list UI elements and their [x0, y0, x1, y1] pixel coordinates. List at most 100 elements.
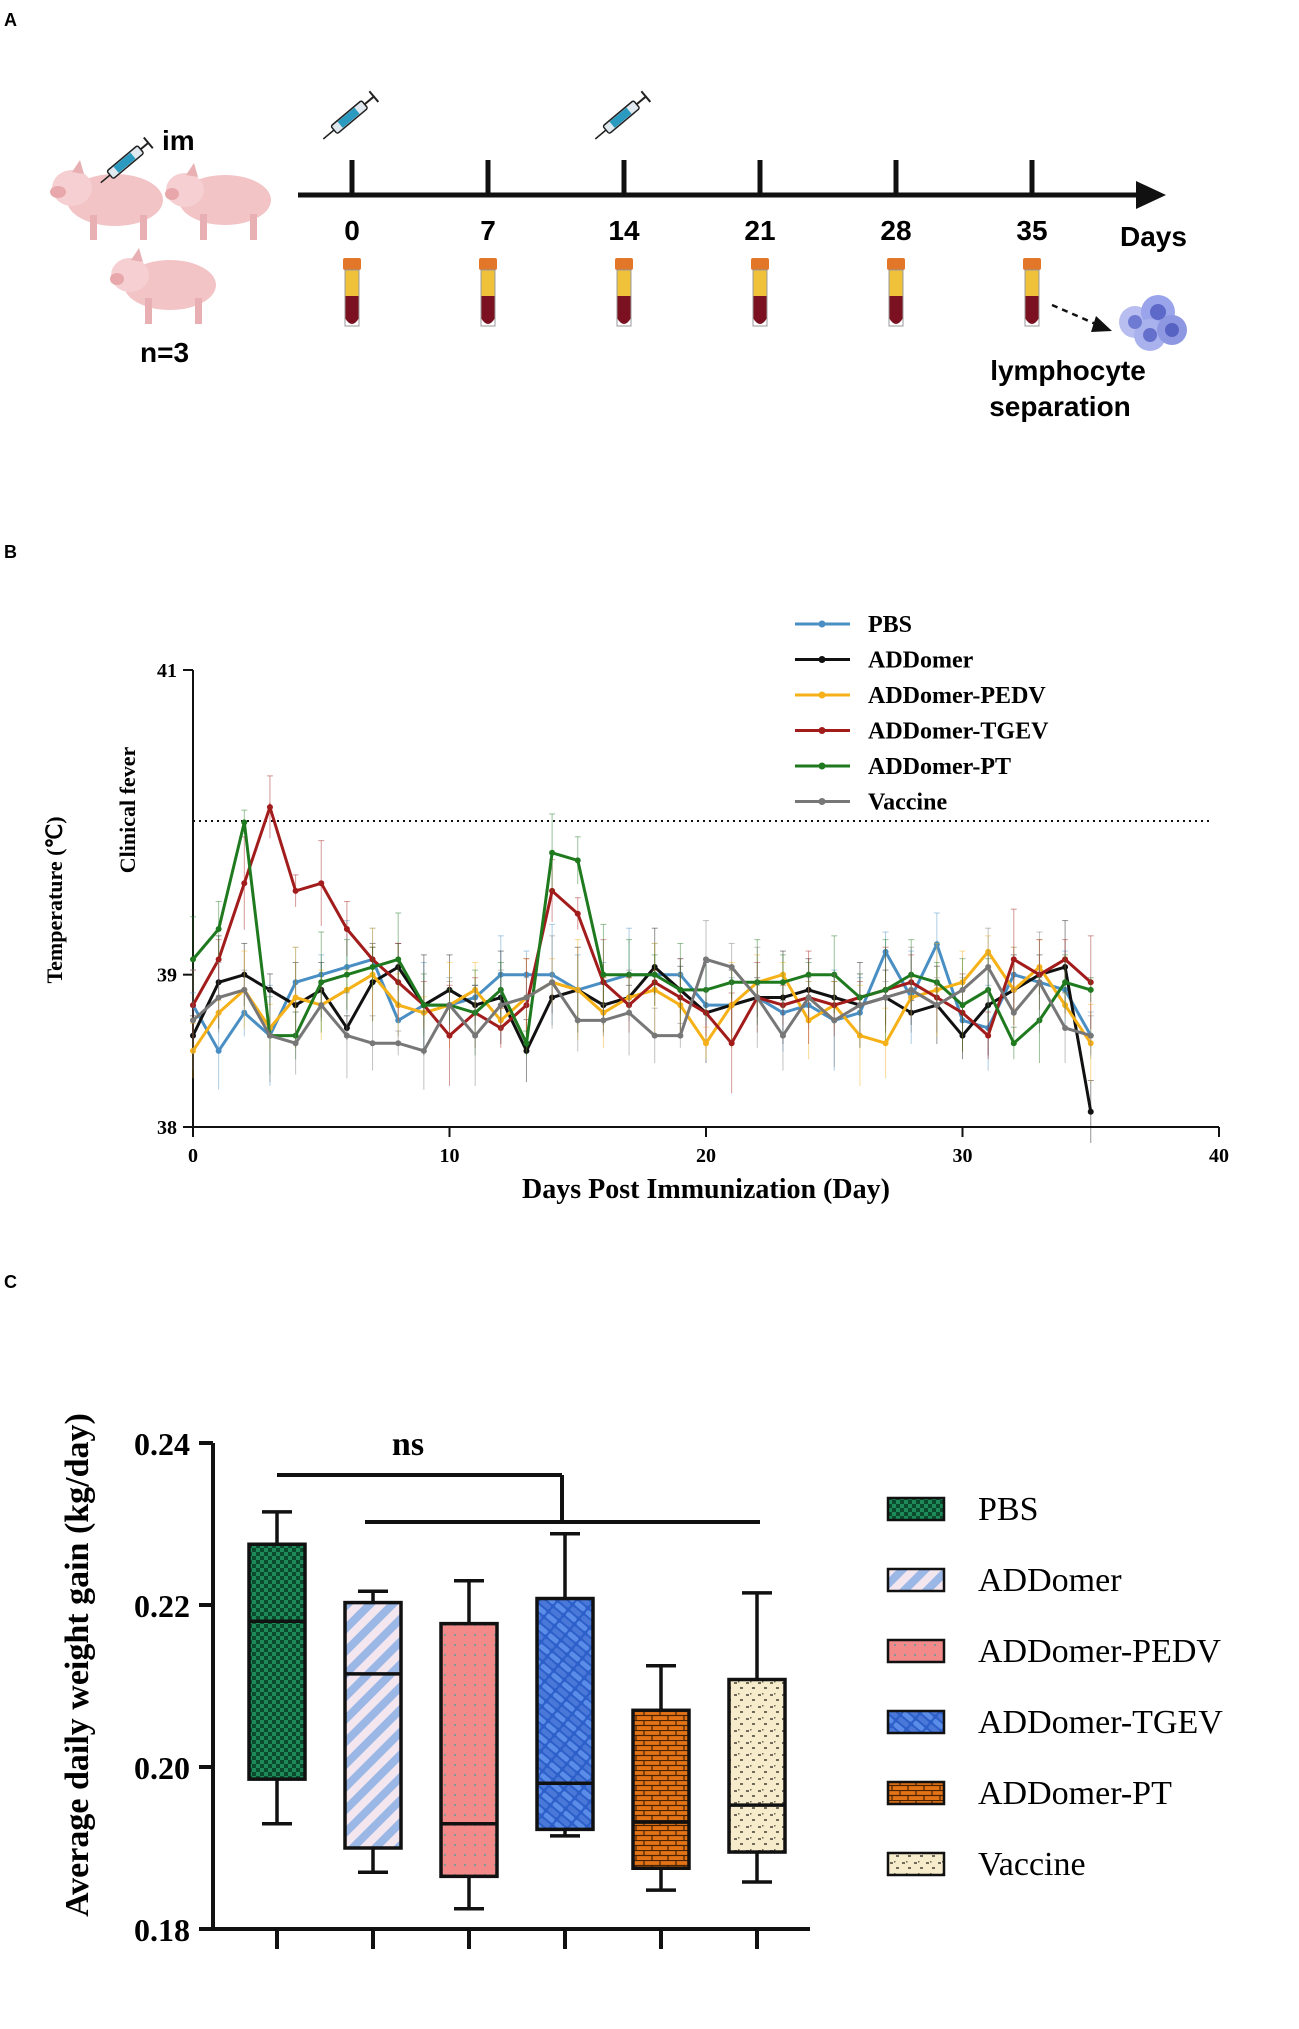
data-point — [856, 1032, 863, 1039]
series-line — [191, 821, 1092, 1049]
data-point — [215, 1009, 222, 1016]
temperature-series — [190, 775, 1094, 1143]
data-point — [215, 956, 222, 963]
box-addomer-pt — [631, 1664, 691, 1949]
data-point — [959, 1002, 966, 1009]
data-point — [1010, 986, 1017, 993]
route-label: im — [162, 125, 195, 156]
series-line — [192, 957, 1092, 1053]
syringe-icon — [322, 90, 380, 140]
data-point — [369, 1040, 376, 1047]
panel-label-a: A — [4, 10, 17, 30]
data-point — [985, 1002, 992, 1009]
timeline-day-label: 7 — [480, 215, 496, 246]
x-tick-label: 30 — [953, 1145, 973, 1167]
data-point — [241, 971, 248, 978]
data-point — [395, 1002, 402, 1009]
legend-marker — [818, 727, 826, 734]
data-point — [1087, 986, 1094, 993]
data-point — [343, 1024, 350, 1031]
series-vaccine — [190, 920, 1094, 1090]
timeline-day-label: 14 — [608, 215, 640, 246]
weight-gain-chart: Average daily weight gain (kg/day) 0.180… — [59, 1413, 1223, 1949]
legend-label: ADDomer-PEDV — [868, 683, 1046, 709]
data-point — [600, 1009, 607, 1016]
data-point — [574, 857, 581, 864]
legend-marker — [818, 762, 826, 770]
data-point — [779, 1009, 786, 1016]
pig-icon — [165, 163, 271, 240]
legend-label: Vaccine — [868, 790, 947, 816]
series-addomer — [190, 920, 1094, 1143]
data-point — [728, 964, 735, 971]
data-point — [805, 971, 812, 978]
temperature-legend: PBS ADDomer ADDomer-PEDV ADDomer-TGEV ADDome… — [795, 612, 1049, 816]
data-point — [215, 979, 222, 986]
timeline-ticks: 0 7 14 21 28 35 — [322, 90, 1048, 327]
data-point — [831, 1002, 838, 1009]
data-point — [805, 1017, 812, 1024]
weight-ticks: 0.18 0.20 0.22 0.24 — [134, 1426, 213, 1948]
x-tick-label: 0 — [188, 1145, 198, 1167]
data-point — [703, 1040, 709, 1047]
data-point — [343, 971, 350, 978]
data-point — [908, 994, 915, 1001]
data-point — [523, 994, 530, 1001]
data-point — [626, 1002, 633, 1009]
legend-marker — [818, 798, 826, 805]
data-point — [677, 986, 684, 993]
legend-label: ADDomer-TGEV — [978, 1704, 1223, 1741]
data-point — [677, 1002, 684, 1009]
legend-swatch — [886, 1496, 946, 1522]
data-point — [497, 986, 504, 993]
data-point — [805, 994, 812, 1001]
data-point — [1036, 964, 1043, 971]
data-point — [190, 1032, 196, 1039]
y-tick-label: 0.24 — [134, 1426, 190, 1462]
data-point — [779, 971, 786, 978]
box-addomer-tgev — [535, 1531, 595, 1949]
weight-legend: PBS ADDomer ADDomer-PEDV ADDomer-TGEV ADDome… — [886, 1491, 1223, 1883]
data-point — [472, 1002, 479, 1009]
significance-label: ns — [392, 1426, 424, 1463]
box-addomer-pedv — [439, 1578, 499, 1949]
data-point — [549, 979, 556, 986]
data-point — [574, 1017, 581, 1024]
data-point — [933, 1002, 940, 1009]
data-point — [831, 994, 838, 1001]
data-point — [779, 1032, 786, 1039]
data-point — [369, 956, 376, 963]
data-point — [241, 819, 248, 826]
data-point — [395, 964, 402, 971]
timeline-axis-label: Days — [1120, 221, 1187, 252]
data-point — [241, 880, 248, 887]
data-point — [600, 971, 607, 978]
data-point — [497, 1024, 504, 1031]
data-point — [856, 1009, 863, 1016]
data-point — [959, 979, 966, 986]
data-point — [318, 1002, 325, 1009]
data-point — [420, 1047, 427, 1054]
data-point — [908, 971, 915, 978]
x-tick-label: 10 — [440, 1145, 460, 1167]
data-point — [933, 994, 940, 1001]
legend-label: ADDomer — [978, 1562, 1122, 1599]
data-point — [1062, 964, 1069, 971]
data-point — [292, 994, 299, 1001]
data-point — [779, 979, 786, 986]
timeline-day-label: 35 — [1016, 215, 1047, 246]
legend-label: ADDomer-PT — [868, 754, 1011, 780]
legend-marker — [818, 656, 826, 663]
legend-swatch — [886, 1567, 946, 1593]
data-point — [882, 948, 889, 955]
data-point — [1087, 979, 1094, 986]
data-point — [549, 849, 556, 856]
panel-label-b: B — [4, 542, 17, 562]
x-tick-label: 40 — [1209, 1145, 1229, 1167]
data-point — [266, 804, 273, 811]
legend-swatch — [886, 1851, 946, 1877]
data-point — [1010, 971, 1017, 978]
data-point — [1062, 1002, 1069, 1009]
data-point — [908, 979, 915, 986]
legend-marker — [818, 620, 826, 628]
